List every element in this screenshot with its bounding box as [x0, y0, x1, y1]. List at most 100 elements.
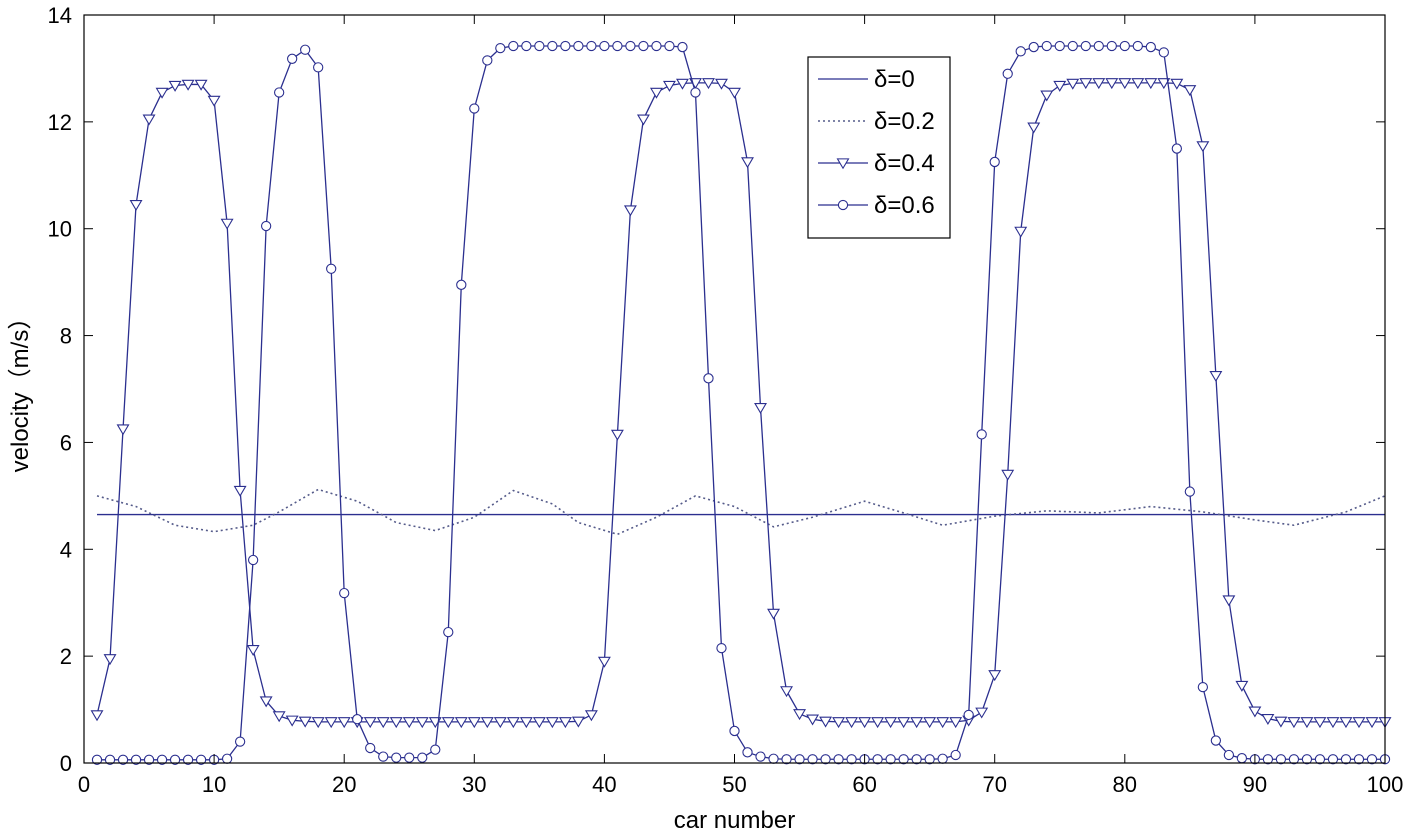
x-tick-label: 40 [592, 772, 616, 797]
legend-marker-triangle [836, 158, 850, 170]
data-point-triangle [311, 717, 325, 729]
data-point-circle [1288, 754, 1300, 765]
data-point-triangle [897, 717, 911, 729]
data-point-circle [1366, 754, 1378, 765]
data-point-circle [195, 754, 207, 765]
data-point-circle [1327, 754, 1339, 765]
data-point-triangle [610, 429, 624, 441]
data-point-triangle [715, 78, 728, 90]
data-point-circle [495, 42, 506, 54]
legend-label: δ=0 [874, 66, 915, 93]
data-point-triangle [402, 717, 416, 729]
data-point-triangle [1235, 680, 1249, 692]
data-point-circle [1171, 143, 1182, 154]
y-axis-label: velocity（m/s） [7, 306, 34, 473]
legend: δ=0 δ=0.2 δ=0.4 δ=0.6 [807, 56, 951, 239]
data-point-triangle [1339, 717, 1353, 729]
data-point-triangle [949, 717, 963, 729]
y-tick-label: 10 [48, 217, 72, 242]
data-point-triangle [285, 715, 299, 727]
series-line [97, 45, 1385, 761]
data-point-triangle [90, 710, 104, 722]
y-tick-label: 2 [60, 644, 72, 669]
data-point-triangle [1001, 469, 1015, 481]
data-point-circle [1093, 40, 1104, 52]
data-point-circle [352, 714, 363, 725]
series-3 [91, 40, 1391, 765]
x-tick-label: 60 [852, 772, 876, 797]
data-point-triangle [1157, 78, 1171, 90]
data-point-circle [1301, 754, 1313, 765]
y-tick-label: 0 [60, 751, 72, 776]
data-point-circle [703, 373, 714, 384]
data-point-circle [820, 754, 831, 765]
data-point-circle [1340, 754, 1352, 765]
data-point-triangle [623, 205, 637, 217]
data-point-triangle [246, 645, 260, 657]
series-2 [90, 78, 1392, 729]
data-point-triangle [1196, 141, 1210, 153]
data-point-triangle [1040, 90, 1054, 102]
data-point-circle [1041, 40, 1052, 52]
data-point-triangle [220, 218, 234, 230]
data-point-triangle [1053, 80, 1067, 92]
data-point-triangle [871, 717, 885, 729]
data-point-circle [599, 40, 610, 52]
data-point-circle [924, 754, 935, 765]
data-point-circle [391, 752, 402, 763]
data-point-triangle [806, 714, 820, 726]
data-point-triangle [168, 80, 182, 92]
x-tick-label: 0 [78, 772, 90, 797]
data-point-triangle [702, 78, 715, 90]
data-point-triangle [1313, 717, 1327, 729]
data-point-circle [221, 753, 233, 764]
data-point-circle [950, 749, 961, 761]
y-tick-label: 12 [48, 110, 72, 135]
data-point-triangle [1222, 595, 1236, 607]
data-point-triangle [1209, 370, 1223, 382]
data-point-circle [1015, 46, 1026, 57]
data-point-circle [625, 40, 636, 52]
data-point-circle [404, 752, 415, 763]
data-point-circle [534, 40, 545, 52]
legend-label: δ=0.6 [874, 192, 935, 219]
data-point-circle [677, 41, 688, 53]
data-point-triangle [1287, 717, 1301, 729]
data-point-circle [260, 220, 272, 232]
data-point-triangle [129, 199, 143, 211]
data-point-circle [1106, 40, 1117, 52]
data-point-circle [547, 40, 558, 52]
data-point-circle [1275, 754, 1287, 765]
data-point-triangle [1066, 78, 1080, 90]
data-point-triangle [649, 87, 663, 99]
data-point-circle [443, 626, 454, 638]
data-point-circle [456, 279, 467, 290]
data-point-triangle [923, 717, 937, 729]
data-point-circle [911, 754, 922, 765]
data-point-triangle [636, 114, 650, 126]
data-point-triangle [741, 157, 754, 169]
data-point-triangle [324, 717, 338, 729]
data-point-triangle [376, 717, 390, 729]
data-point-circle [690, 87, 701, 98]
data-point-triangle [337, 717, 351, 729]
data-point-circle [963, 709, 974, 721]
legend-label: δ=0.2 [874, 108, 935, 135]
data-point-triangle [728, 87, 741, 99]
data-point-triangle [1144, 78, 1158, 90]
data-point-circle [937, 753, 948, 764]
data-point-circle [1353, 754, 1365, 765]
data-point-circle [898, 754, 909, 765]
data-point-triangle [363, 717, 377, 729]
x-tick-label: 90 [1243, 772, 1267, 797]
data-point-circle [130, 754, 142, 765]
data-point-triangle [454, 717, 468, 729]
data-point-triangle [754, 403, 767, 415]
data-point-circle [1223, 749, 1235, 761]
data-point-circle [339, 587, 350, 599]
data-point-circle [885, 754, 896, 765]
data-point-circle [729, 725, 740, 737]
data-point-circle [1314, 754, 1326, 765]
data-point-circle [300, 44, 311, 55]
data-point-circle [1210, 735, 1222, 746]
